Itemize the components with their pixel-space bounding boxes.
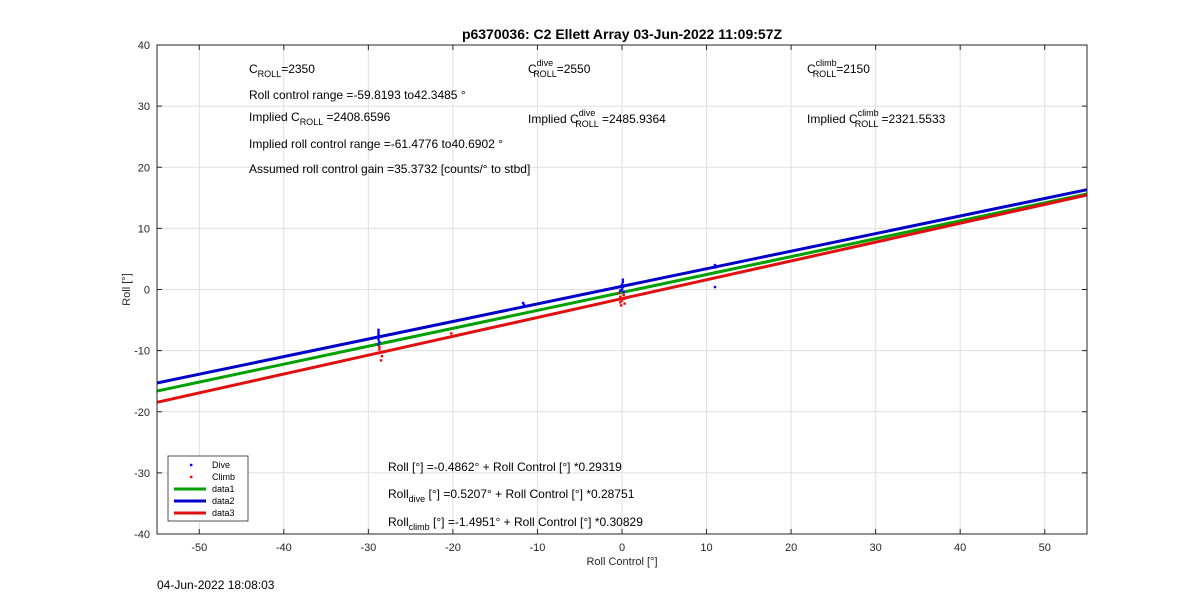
x-axis-label: Roll Control [°] <box>586 556 657 568</box>
data-point-climb <box>620 299 624 302</box>
data-point-dive <box>377 343 380 346</box>
data-point-dive <box>521 301 525 305</box>
data-point-dive <box>619 289 622 292</box>
x-tick-label: -20 <box>445 542 461 554</box>
data-point-climb <box>623 297 626 300</box>
plot-area <box>156 188 1088 404</box>
legend: Dive Climb data1 data2 data3 <box>167 455 249 522</box>
data-point-dive <box>378 340 381 344</box>
data-point-dive <box>621 280 625 284</box>
x-tick-label: 10 <box>700 542 712 554</box>
legend-label: Dive <box>212 460 230 470</box>
y-tick-label: 20 <box>138 162 150 174</box>
implied-c-roll-dive-annotation: Implied Cdive ROLL =2485.9364 <box>528 108 666 129</box>
y-tick-label: 10 <box>138 223 150 235</box>
data-point-climb <box>619 295 622 299</box>
x-tick-label: 0 <box>619 542 625 554</box>
c-roll-climb-annotation: Cclimb ROLL=2150 <box>807 58 870 79</box>
fit-equation-all: Roll [°] =-0.4862° + Roll Control [°] *0… <box>388 460 622 474</box>
x-tick-label: 40 <box>954 542 966 554</box>
roll-control-range-annotation: Roll control range =-59.8193 to42.3485 ° <box>249 88 466 102</box>
c-roll-annotation: CROLL=2350 <box>249 62 315 79</box>
data-point-dive <box>377 331 380 334</box>
y-tick-label: 0 <box>144 285 150 297</box>
data-point-climb <box>622 293 625 297</box>
data-point-climb <box>380 354 384 358</box>
fit-equation-climb: Rollclimb [°] =-1.4951° + Roll Control [… <box>388 515 643 532</box>
data-point-climb <box>619 304 623 307</box>
data-point-climb <box>617 291 620 295</box>
data-point-dive <box>622 290 625 294</box>
y-axis-label: Roll [°] <box>121 273 133 306</box>
ticks: -50 -40 -30 -20 -10 0 10 20 30 40 50 -40 -30 -20 -10 0 1… <box>134 40 1087 554</box>
data-point-dive <box>621 278 625 281</box>
x-tick-label: 50 <box>1039 542 1051 554</box>
data-point-climb <box>378 348 381 351</box>
x-tick-label: -50 <box>191 542 207 554</box>
fit-line-data3 <box>156 193 1088 404</box>
data-point-dive <box>621 285 625 289</box>
footer-timestamp: 04-Jun-2022 18:08:03 <box>157 578 275 592</box>
implied-c-roll-annotation: Implied CROLL =2408.6596 <box>249 110 391 127</box>
y-tick-label: 40 <box>138 40 150 52</box>
data-point-dive <box>713 266 717 269</box>
c-roll-dive-annotation: Cdive ROLL=2550 <box>528 58 591 79</box>
legend-label: data1 <box>212 484 235 494</box>
implied-range-annotation: Implied roll control range =-61.4776 to4… <box>249 137 503 151</box>
data-point-climb <box>450 332 453 335</box>
x-tick-label: -30 <box>360 542 376 554</box>
legend-label: data3 <box>212 508 235 518</box>
data-point-dive <box>620 283 624 286</box>
data-point-climb <box>379 359 383 362</box>
legend-label: Climb <box>212 472 235 482</box>
fit-line-data1 <box>156 192 1088 393</box>
data-point-dive <box>522 303 526 306</box>
data-point-climb <box>623 302 626 305</box>
chart-title: p6370036: C2 Ellett Array 03-Jun-2022 11… <box>462 26 783 42</box>
data-point-dive <box>376 335 379 339</box>
data-point-climb <box>379 351 383 354</box>
data-point-dive <box>377 338 380 341</box>
y-tick-label: -10 <box>134 346 150 358</box>
x-tick-label: -40 <box>276 542 292 554</box>
implied-c-roll-climb-annotation: Implied Cclimb ROLL =2321.5533 <box>807 108 946 129</box>
data-point-climb <box>378 345 381 349</box>
legend-marker-dive <box>190 463 193 467</box>
data-point-dive <box>377 333 380 336</box>
y-tick-label: -40 <box>134 529 150 541</box>
x-tick-label: -10 <box>530 542 546 554</box>
data-point-dive <box>713 285 717 289</box>
data-point-dive <box>521 305 525 308</box>
x-tick-label: 20 <box>785 542 797 554</box>
assumed-gain-annotation: Assumed roll control gain =35.3732 [coun… <box>249 162 530 176</box>
legend-label: data2 <box>212 496 235 506</box>
y-tick-label: -20 <box>134 407 150 419</box>
fit-equation-dive: Rolldive [°] =0.5207° + Roll Control [°]… <box>388 487 635 504</box>
y-tick-label: 30 <box>138 101 150 113</box>
data-point-climb <box>619 301 622 304</box>
data-point-dive <box>377 328 380 332</box>
data-point-dive <box>620 288 624 291</box>
legend-marker-climb <box>190 475 193 479</box>
data-point-dive <box>713 263 717 267</box>
y-tick-label: -30 <box>134 468 150 480</box>
x-tick-label: 30 <box>870 542 882 554</box>
